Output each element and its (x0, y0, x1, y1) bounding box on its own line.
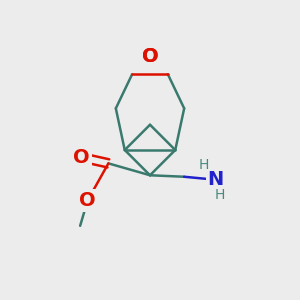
Text: N: N (207, 170, 224, 189)
Text: O: O (73, 148, 90, 167)
Text: H: H (215, 188, 225, 202)
Text: O: O (79, 191, 96, 210)
Text: O: O (142, 47, 158, 66)
Text: H: H (198, 158, 209, 172)
Text: O: O (142, 47, 158, 66)
